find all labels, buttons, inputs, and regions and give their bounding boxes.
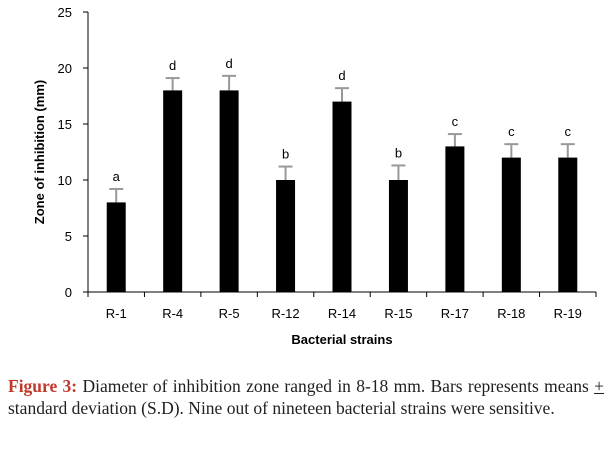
x-category-label: R-4 [162, 306, 183, 321]
x-category-label: R-19 [554, 306, 582, 321]
y-axis-title: Zone of inhibition (mm) [32, 80, 47, 224]
caption-text-before: Diameter of inhibition zone ranged in 8-… [77, 376, 595, 396]
bar-r-4 [163, 90, 183, 293]
significance-letter: b [282, 147, 289, 162]
y-tick-label: 25 [58, 5, 72, 20]
y-tick-label: 0 [65, 285, 72, 300]
significance-letter: c [452, 114, 459, 129]
significance-letter: c [508, 124, 515, 139]
x-category-label: R-18 [497, 306, 525, 321]
caption-label: Figure 3: [8, 376, 78, 396]
y-tick-label: 5 [65, 229, 72, 244]
bar-r-18 [501, 157, 521, 292]
y-tick-label: 20 [58, 61, 72, 76]
significance-letter: d [225, 56, 232, 71]
bar-r-15 [388, 180, 408, 292]
chart-svg: 0 5 10 15 20 25 a R-1 d R-4 d R-5 b R-12 d R-14 b R-15 c R-… [32, 5, 597, 347]
bar-r-19 [558, 157, 578, 292]
bar-r-14 [332, 101, 352, 292]
bar-r-1 [106, 202, 126, 292]
x-category-label: R-1 [106, 306, 127, 321]
x-category-label: R-12 [271, 306, 299, 321]
caption-plus-minus: + [594, 376, 604, 396]
bar-r-5 [219, 90, 239, 293]
significance-letter: a [113, 169, 121, 184]
x-category-label: R-14 [328, 306, 356, 321]
x-category-label: R-5 [219, 306, 240, 321]
figure-caption: Figure 3: Diameter of inhibition zone ra… [8, 375, 604, 419]
significance-letter: b [395, 145, 402, 160]
x-category-label: R-17 [441, 306, 469, 321]
caption-text-after: standard deviation (S.D). Nine out of ni… [8, 398, 555, 418]
y-tick-label: 10 [58, 173, 72, 188]
bar-chart: 0 5 10 15 20 25 a R-1 d R-4 d R-5 b R-12 d R-14 b R-15 c R-… [32, 5, 597, 347]
y-tick-label: 15 [58, 117, 72, 132]
x-axis-title: Bacterial strains [291, 332, 392, 347]
significance-letter: d [338, 68, 345, 83]
significance-letter: d [169, 58, 176, 73]
bar-r-12 [276, 180, 296, 292]
x-category-label: R-15 [384, 306, 412, 321]
bar-r-17 [445, 146, 465, 292]
significance-letter: c [565, 124, 572, 139]
